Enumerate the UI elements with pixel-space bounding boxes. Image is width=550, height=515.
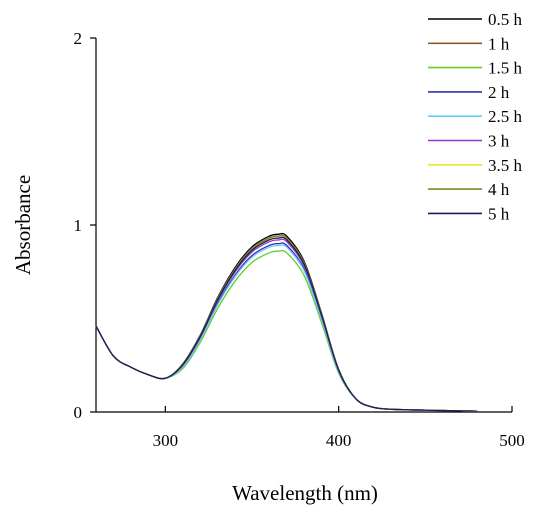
legend: 0.5 h 1 h 1.5 h 2 h 2.5 h 3 h 3.5 h 4 h 5 h bbox=[428, 10, 523, 223]
series-line-0 bbox=[95, 232, 478, 412]
series-line-7 bbox=[95, 234, 478, 412]
series-line-3 bbox=[95, 242, 478, 412]
x-tick-label: 500 bbox=[499, 431, 525, 450]
legend-label: 2.5 h bbox=[488, 107, 523, 126]
y-axis-title: Absorbance bbox=[11, 175, 35, 275]
series-layer bbox=[95, 232, 478, 412]
series-line-5 bbox=[95, 238, 478, 412]
legend-label: 3 h bbox=[488, 132, 510, 151]
y-tick-label: 0 bbox=[74, 403, 83, 422]
legend-label: 2 h bbox=[488, 83, 510, 102]
y-tick-label: 1 bbox=[74, 216, 83, 235]
legend-label: 0.5 h bbox=[488, 10, 523, 29]
series-line-6 bbox=[95, 236, 478, 412]
ticks: 300 400 500 0 1 2 bbox=[74, 29, 525, 450]
legend-label: 1.5 h bbox=[488, 59, 523, 78]
legend-label: 4 h bbox=[488, 180, 510, 199]
y-tick-label: 2 bbox=[74, 29, 83, 48]
x-axis-title: Wavelength (nm) bbox=[232, 481, 378, 505]
x-tick-label: 300 bbox=[153, 431, 179, 450]
x-tick-label: 400 bbox=[326, 431, 352, 450]
series-line-4 bbox=[95, 244, 478, 412]
legend-label: 5 h bbox=[488, 204, 510, 223]
series-line-2 bbox=[95, 249, 478, 412]
axes bbox=[95, 38, 512, 413]
series-line-1 bbox=[95, 234, 478, 412]
series-line-8 bbox=[95, 236, 478, 412]
legend-label: 1 h bbox=[488, 34, 510, 53]
legend-label: 3.5 h bbox=[488, 156, 523, 175]
